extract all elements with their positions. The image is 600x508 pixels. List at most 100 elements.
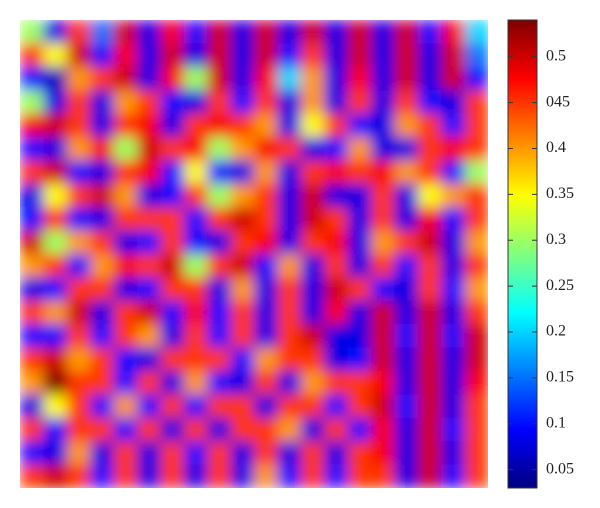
cell (254, 371, 278, 395)
cell (300, 230, 325, 255)
cell (464, 43, 488, 68)
cell (324, 441, 349, 466)
cell (113, 371, 138, 395)
cell (207, 160, 232, 185)
cell (324, 277, 349, 302)
cell (66, 90, 91, 115)
cell (183, 371, 208, 395)
cell (417, 66, 442, 91)
cell (300, 207, 325, 232)
cell (66, 464, 91, 488)
heatmap-area (20, 20, 488, 488)
cell (277, 254, 302, 278)
cell (254, 324, 278, 349)
cell (183, 66, 208, 91)
cell (66, 394, 91, 419)
cell (347, 43, 372, 68)
cell (207, 137, 232, 161)
cell (441, 277, 466, 302)
cell (324, 90, 349, 115)
cell (137, 183, 161, 208)
cell (66, 66, 91, 91)
cell (300, 300, 325, 325)
cell (300, 324, 325, 349)
cell (441, 207, 466, 232)
cell (254, 464, 278, 488)
cell (90, 113, 115, 138)
cell (394, 394, 419, 419)
cell (347, 254, 372, 278)
cell (254, 207, 278, 232)
cell (137, 277, 161, 302)
cell (324, 207, 349, 232)
cell (254, 417, 278, 442)
cell (417, 324, 442, 349)
cell (417, 254, 442, 278)
cell (137, 20, 161, 44)
cell (90, 254, 115, 278)
cell (66, 160, 91, 185)
cell (43, 324, 68, 349)
cell (254, 441, 278, 466)
cell (207, 394, 232, 419)
cell (230, 66, 255, 91)
cell (254, 113, 278, 138)
cell (371, 300, 395, 325)
cell (324, 464, 349, 488)
cell (113, 300, 138, 325)
cell (417, 183, 442, 208)
cell (300, 66, 325, 91)
cell (113, 207, 138, 232)
cell (113, 160, 138, 185)
cell (66, 324, 91, 349)
cell (137, 43, 161, 68)
cell (183, 20, 208, 44)
cell (464, 20, 488, 44)
cell (230, 417, 255, 442)
cell (160, 300, 185, 325)
cell (347, 66, 372, 91)
colorbar-tick-label: 0.5 (546, 47, 566, 64)
cell (371, 113, 395, 138)
cell (371, 230, 395, 255)
colorbar-tick-label: 0.05 (546, 460, 574, 477)
cell (394, 207, 419, 232)
cell (20, 230, 44, 255)
cell (113, 43, 138, 68)
cell (464, 90, 488, 115)
cell (90, 66, 115, 91)
cell (371, 441, 395, 466)
cell (183, 441, 208, 466)
colorbar-tick-label: 045 (546, 93, 570, 110)
cell (347, 371, 372, 395)
cell (277, 113, 302, 138)
cell (137, 90, 161, 115)
cell (66, 277, 91, 302)
cell (254, 160, 278, 185)
cell (183, 254, 208, 278)
cell (160, 20, 185, 44)
cell (43, 66, 68, 91)
cell (441, 371, 466, 395)
cell (464, 441, 488, 466)
cell (464, 417, 488, 442)
cell (254, 66, 278, 91)
cell (20, 113, 44, 138)
cell (183, 183, 208, 208)
cell (464, 137, 488, 161)
cell (441, 417, 466, 442)
cell (137, 300, 161, 325)
cell (300, 441, 325, 466)
cell (300, 371, 325, 395)
cell (207, 464, 232, 488)
cell (183, 417, 208, 442)
cell (183, 347, 208, 372)
cell (160, 230, 185, 255)
cell (347, 394, 372, 419)
cell (20, 20, 44, 44)
cell (347, 20, 372, 44)
cell (371, 277, 395, 302)
cell (300, 20, 325, 44)
cell (207, 324, 232, 349)
cell (371, 160, 395, 185)
